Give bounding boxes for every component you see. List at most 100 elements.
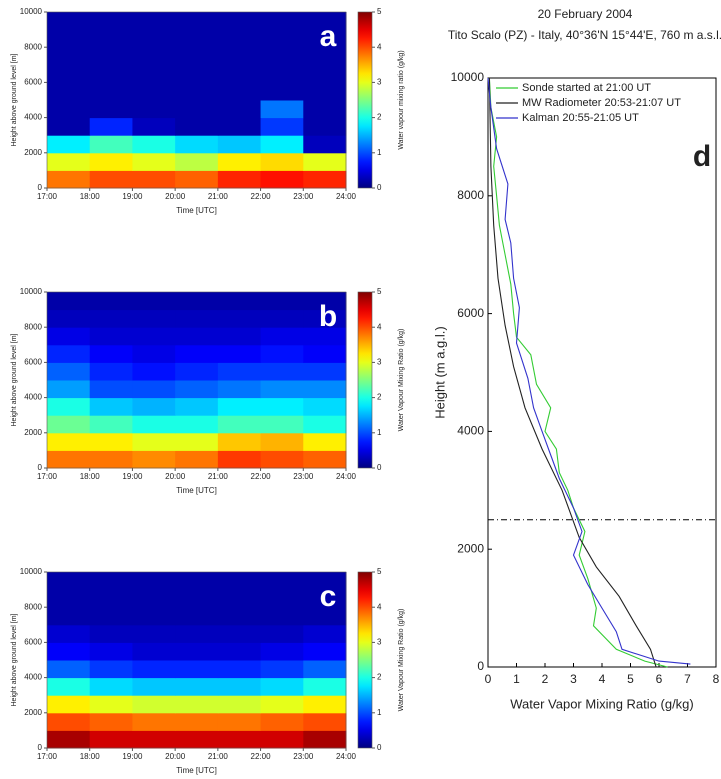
x-tick-label: 20:00 — [165, 752, 186, 761]
y-tick-label: 0 — [38, 183, 43, 192]
heat-cell — [260, 397, 304, 416]
x-axis-label: Time [UTC] — [176, 206, 217, 215]
x-tick-label: 19:00 — [122, 752, 143, 761]
heat-cell — [175, 677, 219, 696]
heat-cell — [260, 380, 304, 399]
heat-cell — [47, 695, 91, 714]
heat-cell — [47, 344, 91, 363]
heat-cell — [89, 327, 133, 346]
x-axis-label: Time [UTC] — [176, 766, 217, 775]
heat-cell — [217, 712, 262, 731]
heat-cell — [89, 572, 133, 591]
heat-cell — [303, 677, 347, 696]
heat-cell — [260, 170, 304, 189]
heat-cell — [260, 100, 304, 119]
heat-cell — [89, 309, 133, 328]
y-tick-label: 10000 — [20, 287, 43, 296]
y-axis-label: Height above ground level [m] — [11, 53, 18, 146]
x-tick-label: 20:00 — [165, 192, 186, 201]
x-tick-label: 17:00 — [37, 192, 58, 201]
heat-cell — [132, 589, 176, 608]
heat-cell — [303, 100, 347, 119]
heat-cell — [132, 47, 176, 66]
heat-cell — [47, 152, 91, 171]
heat-cell — [260, 730, 304, 749]
x-tick-label: 8 — [713, 672, 720, 686]
y-tick-label: 10000 — [451, 70, 485, 84]
y-tick-label: 6000 — [24, 358, 42, 367]
heat-cell — [89, 607, 133, 626]
colorbar-label: Water Vapour Mixing Ratio (g/kg) — [398, 329, 405, 432]
heat-cell — [217, 344, 262, 363]
x-tick-label: 20:00 — [165, 472, 186, 481]
heat-cell — [175, 152, 219, 171]
heat-cell — [260, 117, 304, 136]
heat-cell — [89, 397, 133, 416]
y-tick-label: 2000 — [24, 708, 42, 717]
heat-cell — [303, 82, 347, 101]
heat-cell — [175, 64, 219, 83]
heat-cell — [47, 397, 91, 416]
heat-cell — [132, 64, 176, 83]
heat-cell — [303, 397, 347, 416]
heat-cell — [217, 642, 262, 661]
heat-cell — [303, 64, 347, 83]
heat-cell — [47, 607, 91, 626]
x-tick-label: 23:00 — [293, 752, 314, 761]
y-tick-label: 4000 — [24, 673, 42, 682]
heat-cell — [132, 660, 176, 679]
heat-cell — [303, 415, 347, 434]
heat-cell — [217, 82, 262, 101]
heat-cell — [217, 117, 262, 136]
heat-cell — [89, 170, 133, 189]
heat-cell — [47, 642, 91, 661]
heat-cell — [89, 100, 133, 119]
heat-cell — [303, 309, 347, 328]
x-tick-label: 2 — [542, 672, 549, 686]
x-tick-label: 22:00 — [251, 472, 272, 481]
heat-cell — [89, 362, 133, 381]
heat-cell — [132, 450, 176, 469]
plot-frame — [46, 571, 347, 749]
x-tick-label: 24:00 — [336, 192, 357, 201]
heat-cell — [175, 135, 219, 154]
heat-cell — [175, 100, 219, 119]
heat-cell — [303, 47, 347, 66]
heat-cell — [303, 327, 347, 346]
heat-cell — [175, 309, 219, 328]
x-tick-label: 24:00 — [336, 472, 357, 481]
x-tick-label: 7 — [684, 672, 691, 686]
heat-cell — [303, 344, 347, 363]
heat-cell — [89, 292, 133, 311]
y-tick-label: 4000 — [24, 113, 42, 122]
heat-cell — [47, 170, 91, 189]
legend-label: MW Radiometer 20:53-21:07 UT — [522, 97, 681, 109]
heat-cell — [89, 117, 133, 136]
heat-cell — [47, 292, 91, 311]
heat-cell — [217, 677, 262, 696]
x-tick-label: 0 — [485, 672, 492, 686]
x-tick-label: 18:00 — [80, 752, 101, 761]
heat-cell — [132, 82, 176, 101]
profile-line — [487, 77, 691, 665]
heat-cell — [175, 730, 219, 749]
heat-cell — [175, 82, 219, 101]
heat-cell — [47, 730, 91, 749]
heat-cell — [47, 380, 91, 399]
heat-cell — [217, 309, 262, 328]
heat-cell — [217, 12, 262, 31]
heat-cell — [89, 380, 133, 399]
heat-cell — [47, 64, 91, 83]
colorbar-tick-label: 5 — [377, 7, 382, 16]
heat-cell — [175, 642, 219, 661]
heat-cell — [260, 292, 304, 311]
heat-cell — [260, 589, 304, 608]
heat-cell — [47, 12, 91, 31]
heat-cell — [260, 572, 304, 591]
heat-cell — [175, 695, 219, 714]
plot-frame — [46, 11, 347, 189]
heat-cell — [89, 432, 133, 451]
heat-cell — [217, 362, 262, 381]
heat-cell — [47, 432, 91, 451]
heat-cell — [303, 12, 347, 31]
